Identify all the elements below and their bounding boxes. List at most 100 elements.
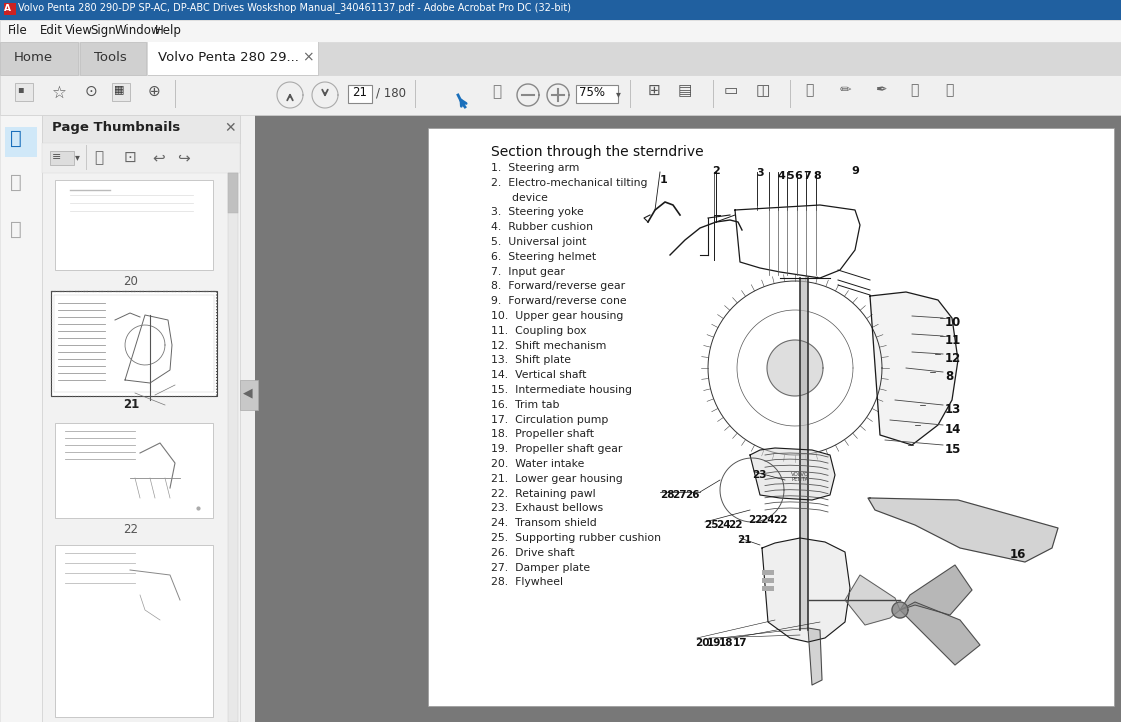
Text: 15: 15: [945, 443, 962, 456]
Text: 1.  Steering arm: 1. Steering arm: [491, 163, 580, 173]
Text: 10.  Upper gear housing: 10. Upper gear housing: [491, 311, 623, 321]
Text: 21.  Lower gear housing: 21. Lower gear housing: [491, 474, 623, 484]
Text: Tools: Tools: [94, 51, 127, 64]
Text: 18.  Propeller shaft: 18. Propeller shaft: [491, 430, 594, 440]
Text: PENTA: PENTA: [791, 477, 808, 482]
Bar: [800, 278, 808, 630]
Bar: [50, 291, 217, 396]
Text: Edit: Edit: [40, 24, 63, 37]
Text: 21: 21: [736, 535, 751, 545]
Bar: [240, 380, 258, 410]
Text: Volvo Penta 280 29...: Volvo Penta 280 29...: [158, 51, 299, 64]
Polygon shape: [900, 565, 972, 615]
Text: 22: 22: [123, 523, 139, 536]
Bar: [762, 586, 773, 591]
Text: 21: 21: [123, 398, 139, 411]
Text: 14.  Vertical shaft: 14. Vertical shaft: [491, 370, 586, 380]
Text: 3.  Steering yoke: 3. Steering yoke: [491, 207, 584, 217]
Bar: [0, 42, 1121, 75]
Bar: [112, 83, 130, 101]
Bar: [348, 85, 372, 103]
Bar: [41, 143, 240, 173]
Text: 23: 23: [752, 470, 767, 480]
Text: 20: 20: [123, 275, 138, 288]
Bar: [50, 151, 74, 165]
Text: 4.  Rubber cushion: 4. Rubber cushion: [491, 222, 593, 232]
Bar: [228, 173, 238, 213]
Text: ✕: ✕: [224, 121, 235, 135]
Text: 8.  Forward/reverse gear: 8. Forward/reverse gear: [491, 282, 626, 292]
Text: 5: 5: [786, 171, 794, 181]
Bar: [762, 578, 773, 583]
Text: ✏: ✏: [840, 83, 852, 97]
Text: 2.  Electro-mechanical tilting: 2. Electro-mechanical tilting: [491, 178, 648, 188]
Text: 24: 24: [716, 520, 731, 530]
Polygon shape: [762, 538, 850, 642]
Text: ◫: ◫: [756, 83, 770, 98]
Text: 20: 20: [695, 638, 710, 648]
Text: 🗲: 🗲: [910, 83, 918, 97]
Bar: [762, 570, 773, 575]
Text: 5.  Universal joint: 5. Universal joint: [491, 237, 586, 247]
Bar: [228, 173, 238, 722]
Bar: [4, 3, 16, 15]
Text: 2: 2: [712, 166, 720, 176]
Text: 6.  Steering helmet: 6. Steering helmet: [491, 252, 596, 262]
Text: ▤: ▤: [678, 83, 693, 98]
Text: 📤: 📤: [945, 83, 953, 97]
Bar: [148, 42, 318, 75]
Text: 🗐: 🗐: [10, 129, 21, 148]
Text: 15.  Intermediate housing: 15. Intermediate housing: [491, 385, 632, 395]
Text: ⊕: ⊕: [148, 84, 160, 99]
Text: Sign: Sign: [90, 24, 115, 37]
Text: 6: 6: [794, 171, 802, 181]
Text: 19.  Propeller shaft gear: 19. Propeller shaft gear: [491, 444, 622, 454]
Text: 23.  Exhaust bellows: 23. Exhaust bellows: [491, 503, 603, 513]
Text: 22.  Retaining pawl: 22. Retaining pawl: [491, 489, 595, 499]
Text: 11: 11: [945, 334, 961, 347]
Text: ×: ×: [302, 50, 314, 64]
Text: 26: 26: [685, 490, 700, 500]
Text: 25.  Supporting rubber cushion: 25. Supporting rubber cushion: [491, 533, 661, 543]
Text: ▪: ▪: [17, 84, 24, 94]
Text: 24.  Transom shield: 24. Transom shield: [491, 518, 596, 529]
Bar: [576, 85, 618, 103]
Text: ◀: ◀: [243, 386, 252, 399]
Text: Help: Help: [155, 24, 182, 37]
Text: File: File: [8, 24, 28, 37]
Text: 25: 25: [704, 520, 719, 530]
Text: 21: 21: [352, 86, 367, 99]
Bar: [0, 75, 1121, 115]
Text: 24: 24: [760, 515, 775, 525]
Text: 13.  Shift plate: 13. Shift plate: [491, 355, 571, 365]
Bar: [254, 115, 1121, 722]
Text: A: A: [4, 4, 11, 13]
Text: ⊙: ⊙: [85, 84, 98, 99]
Bar: [55, 423, 213, 518]
Text: ⊡: ⊡: [124, 150, 137, 165]
Text: ⊞: ⊞: [648, 83, 660, 98]
Text: 16.  Trim tab: 16. Trim tab: [491, 400, 559, 410]
Bar: [148, 42, 318, 75]
Text: 75%: 75%: [580, 86, 605, 99]
Polygon shape: [900, 602, 980, 665]
Text: 16: 16: [1010, 548, 1027, 561]
Bar: [15, 83, 33, 101]
Polygon shape: [892, 602, 908, 618]
Text: 11.  Coupling box: 11. Coupling box: [491, 326, 586, 336]
Text: 17: 17: [733, 638, 748, 648]
Text: 17.  Circulation pump: 17. Circulation pump: [491, 414, 609, 425]
Text: / 180: / 180: [376, 86, 406, 99]
Text: 🔖: 🔖: [10, 173, 21, 192]
Text: Window: Window: [115, 24, 161, 37]
Polygon shape: [870, 292, 958, 445]
Text: ☆: ☆: [52, 84, 67, 102]
Text: ▾: ▾: [617, 89, 621, 99]
Text: 20.  Water intake: 20. Water intake: [491, 459, 584, 469]
Text: ▭: ▭: [724, 83, 739, 98]
Polygon shape: [868, 498, 1058, 562]
Text: 28: 28: [660, 490, 675, 500]
Text: 14: 14: [945, 423, 962, 436]
Text: ✒: ✒: [876, 83, 887, 97]
Bar: [0, 0, 1121, 20]
